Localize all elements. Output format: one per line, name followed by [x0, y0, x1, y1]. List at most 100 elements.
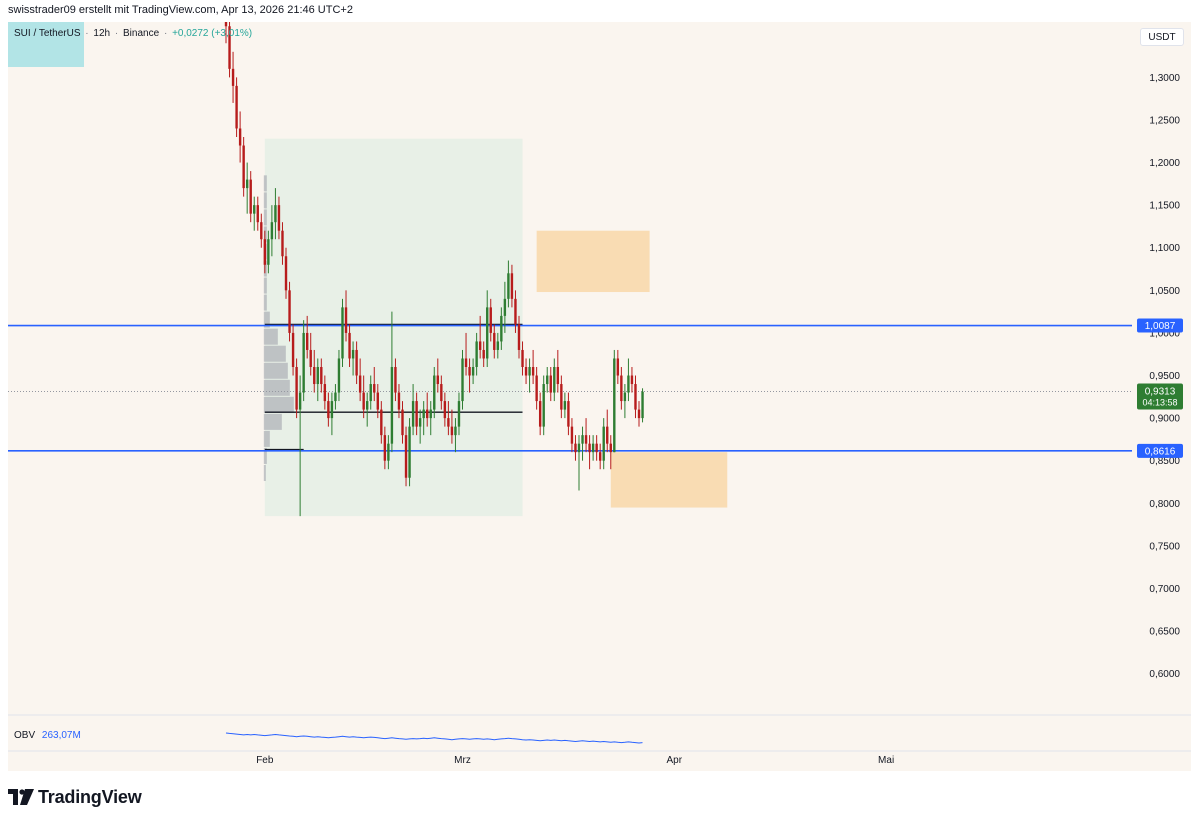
- level-price-label: 0,8616: [1145, 446, 1176, 457]
- volume-profile-bar: [263, 192, 267, 209]
- candle-body: [249, 179, 252, 214]
- countdown-label: 04:13:58: [1142, 397, 1177, 407]
- candle-body: [482, 349, 485, 359]
- y-tick-label: 1,0500: [1149, 286, 1180, 297]
- y-tick-label: 0,8000: [1149, 499, 1180, 510]
- candle-body: [256, 205, 259, 223]
- candle-body: [341, 307, 344, 359]
- candle-body: [493, 332, 496, 350]
- price-chart[interactable]: 0,6000 0,6500 0,7000 0,7500 0,8000 0,8500 0,90…: [8, 22, 1191, 771]
- y-tick-label: 1,1500: [1149, 201, 1180, 212]
- candle-body: [242, 145, 245, 189]
- volume-profile-bar: [263, 328, 278, 345]
- y-tick-label: 0,9500: [1149, 371, 1180, 382]
- candle-body: [298, 392, 302, 410]
- candle-body: [305, 332, 309, 350]
- x-tick-label: Apr: [667, 755, 683, 766]
- zone-orange: [610, 452, 728, 508]
- obv-label: OBV: [14, 730, 36, 741]
- x-tick-label: Feb: [256, 755, 274, 766]
- volume-profile-bar: [263, 464, 266, 481]
- candle-body: [320, 367, 323, 385]
- candle-body: [503, 298, 507, 316]
- candle-body: [457, 401, 461, 427]
- candle-body: [288, 290, 291, 333]
- candle-body: [475, 341, 478, 367]
- chart-attribution: swisstrader09 erstellt mit TradingView.c…: [8, 4, 353, 16]
- candle-body: [521, 349, 524, 367]
- candle-body: [602, 426, 605, 461]
- obv-line: [225, 732, 643, 744]
- level-price-label: 1,0087: [1145, 321, 1176, 332]
- candle-body: [238, 128, 242, 146]
- candle-body: [369, 384, 372, 402]
- candle-body: [574, 443, 577, 453]
- x-tick-label: Mrz: [454, 755, 471, 766]
- chart-frame[interactable]: 0,6000 0,6500 0,7000 0,7500 0,8000 0,8500 0,90…: [8, 22, 1191, 771]
- candle-body: [528, 367, 531, 376]
- candle-body: [348, 332, 351, 359]
- candle-body: [224, 22, 228, 27]
- current-price-label: 0,9313: [1145, 386, 1176, 397]
- candle-body: [245, 179, 249, 189]
- candle-body: [461, 358, 464, 402]
- candle-body: [383, 435, 387, 461]
- symbol-name: SUI / TetherUS: [14, 28, 81, 39]
- candle-body: [284, 256, 288, 291]
- candle-body: [426, 409, 429, 419]
- currency-unit-button[interactable]: USDT: [1140, 28, 1184, 46]
- candle-body: [274, 205, 277, 223]
- candle-body: [351, 349, 355, 359]
- candle-body: [390, 367, 394, 444]
- candle-body: [606, 426, 609, 444]
- candle-body: [634, 384, 637, 410]
- volume-profile-bar: [263, 345, 286, 362]
- candle-body: [281, 230, 284, 257]
- candle-body: [401, 409, 404, 436]
- candle-body: [327, 401, 330, 419]
- candle-body: [447, 418, 450, 427]
- volume-profile-bar: [263, 311, 270, 328]
- y-tick-label: 0,9000: [1149, 414, 1180, 425]
- candle-body: [235, 85, 238, 129]
- candle-body: [570, 426, 574, 444]
- volume-profile-bar: [263, 413, 282, 430]
- candle-body: [616, 358, 620, 376]
- candle-body: [253, 205, 256, 214]
- volume-profile-bar: [263, 362, 288, 379]
- candle-body: [471, 367, 475, 376]
- candle-body: [577, 443, 581, 453]
- candle-body: [553, 367, 556, 393]
- candle-body: [415, 401, 418, 427]
- candle-body: [538, 401, 542, 427]
- candle-body: [450, 426, 454, 436]
- candle-body: [542, 384, 545, 427]
- candle-body: [373, 384, 376, 393]
- candle-body: [436, 375, 439, 385]
- chart-background: [8, 22, 1191, 771]
- candle-body: [228, 26, 231, 69]
- candle-body: [627, 375, 630, 393]
- volume-profile-bar: [263, 294, 267, 311]
- candle-body: [630, 375, 634, 385]
- candle-body: [387, 443, 390, 461]
- volume-profile-bar: [263, 396, 294, 413]
- y-tick-label: 0,8500: [1149, 456, 1180, 467]
- candle-body: [468, 367, 471, 376]
- y-tick-label: 1,1000: [1149, 243, 1180, 254]
- level-price-tag: [1137, 318, 1183, 333]
- tradingview-logo[interactable]: TradingView: [8, 786, 142, 808]
- candle-body: [358, 375, 362, 393]
- y-tick-label: 1,2500: [1149, 115, 1180, 126]
- candle-body: [613, 358, 616, 453]
- y-tick-label: 0,7000: [1149, 584, 1180, 595]
- candle-body: [609, 443, 612, 453]
- volume-profile-bar: [263, 277, 267, 294]
- candle-body: [546, 375, 549, 385]
- candle-body: [330, 401, 334, 419]
- candle-body: [277, 205, 281, 231]
- candle-body: [231, 68, 235, 86]
- candle-body: [397, 392, 401, 410]
- candle-body: [443, 401, 447, 419]
- candle-body: [598, 452, 602, 461]
